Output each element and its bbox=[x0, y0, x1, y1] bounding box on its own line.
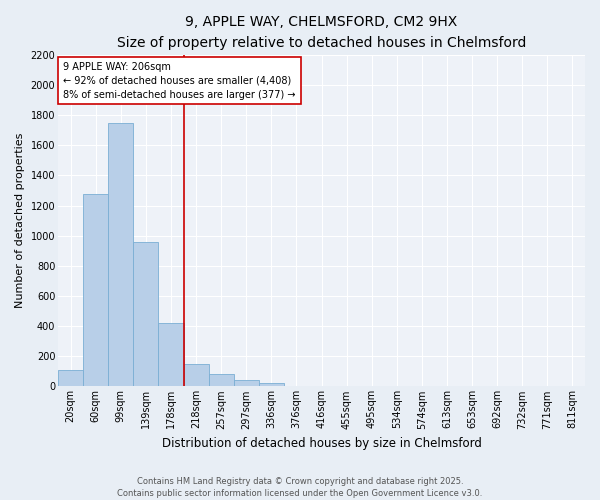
Bar bbox=[108, 122, 133, 386]
Text: Contains HM Land Registry data © Crown copyright and database right 2025.
Contai: Contains HM Land Registry data © Crown c… bbox=[118, 476, 482, 498]
Bar bbox=[83, 194, 108, 386]
Bar bbox=[133, 242, 158, 386]
Bar bbox=[158, 323, 184, 386]
Bar bbox=[58, 370, 83, 386]
Y-axis label: Number of detached properties: Number of detached properties bbox=[15, 133, 25, 308]
X-axis label: Distribution of detached houses by size in Chelmsford: Distribution of detached houses by size … bbox=[161, 437, 481, 450]
Text: 9 APPLE WAY: 206sqm
← 92% of detached houses are smaller (4,408)
8% of semi-deta: 9 APPLE WAY: 206sqm ← 92% of detached ho… bbox=[64, 62, 296, 100]
Bar bbox=[259, 384, 284, 386]
Title: 9, APPLE WAY, CHELMSFORD, CM2 9HX
Size of property relative to detached houses i: 9, APPLE WAY, CHELMSFORD, CM2 9HX Size o… bbox=[117, 15, 526, 50]
Bar bbox=[209, 374, 234, 386]
Bar bbox=[184, 364, 209, 386]
Bar bbox=[234, 380, 259, 386]
